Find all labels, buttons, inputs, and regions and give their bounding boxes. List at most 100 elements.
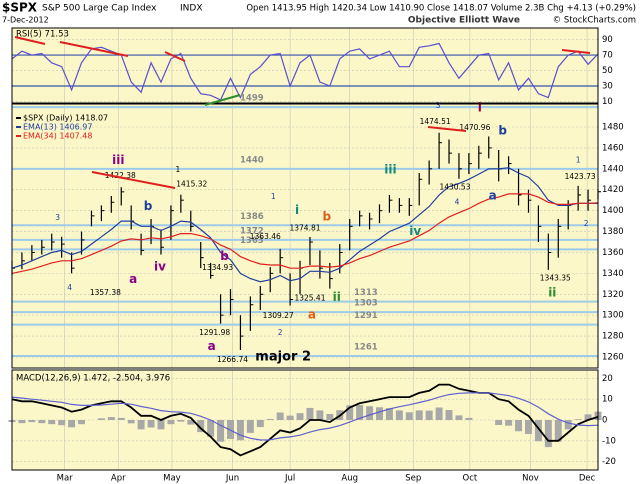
histogram-bar (326, 413, 334, 420)
wave-label: b (498, 124, 507, 138)
macd-line (11, 383, 599, 457)
wave-label: 1374.81 (289, 223, 320, 232)
y-tick-label: 1440 (602, 164, 624, 174)
y-tick-label: -20 (602, 457, 616, 467)
wave-label: 1343.35 (540, 274, 571, 283)
wave-label: 1 (271, 192, 276, 201)
histogram-bar (107, 417, 115, 420)
y-tick-label: 1320 (602, 290, 624, 300)
histogram-bar (356, 405, 364, 420)
y-tick-label: 20 (602, 374, 613, 384)
histogram-bar (435, 407, 443, 420)
y-tick-label: 1260 (602, 353, 624, 363)
histogram-bar (306, 407, 314, 420)
histogram-bar (157, 420, 165, 430)
y-tick-label: 10 (602, 395, 613, 405)
wave-label: 1 (175, 165, 180, 174)
credit: Objective Elliott Wave (408, 16, 520, 26)
wave-label: i (295, 203, 299, 217)
wave-label: 4 (67, 283, 72, 292)
histogram-bar (48, 420, 56, 425)
legend-entry: EMA(34) 1407.48 (23, 132, 92, 141)
wave-label: b (323, 209, 332, 223)
wave-label: 3 (55, 213, 60, 222)
legend-entry: EMA(13) 1406.97 (23, 123, 92, 132)
histogram-bar (564, 420, 572, 430)
x-tick-label: Mar (57, 474, 74, 484)
y-tick-label: 1360 (602, 248, 624, 258)
y-tick-label: 1280 (602, 332, 624, 342)
x-tick-label: Dec (579, 474, 596, 484)
y-tick-label: 50 (602, 66, 613, 76)
histogram-bar (58, 420, 66, 426)
histogram-bar (38, 420, 46, 424)
level-label: 1372 (240, 226, 264, 236)
y-tick-label: 1340 (602, 269, 624, 279)
price-divergence (427, 126, 467, 132)
quote: Open 1413.95 High 1420.34 Low 1410.90 Cl… (246, 4, 636, 14)
legend-entry: $SPX (Daily) 1418.07 (23, 114, 108, 123)
y-tick-label: 1300 (602, 311, 624, 321)
wave-label: iii (112, 153, 124, 167)
wave-label: 1291.98 (199, 328, 230, 337)
legend-swatch (16, 126, 21, 128)
histogram-bar (465, 417, 473, 420)
histogram-bar (346, 405, 354, 420)
wave-label: 1422.38 (105, 171, 136, 180)
histogram-bar (256, 420, 264, 428)
macd-line (11, 392, 599, 441)
histogram-bar (28, 420, 36, 423)
wave-label: a (489, 189, 497, 203)
wave-label: iv (154, 260, 166, 274)
wave-label: ii (548, 286, 556, 300)
wave-label: b (144, 199, 153, 213)
histogram-bar (246, 420, 254, 433)
source: © StockCharts.com (553, 16, 636, 26)
y-tick-label: 70 (602, 51, 613, 61)
panel-background (12, 28, 598, 103)
x-tick-label: Sep (405, 474, 421, 484)
legend-entry: RSI(5) 71.53 (16, 30, 69, 40)
wave-label: major 2 (255, 350, 311, 365)
wave-label: 1474.51 (420, 117, 451, 126)
histogram-bar (574, 419, 582, 420)
wave-label: 1470.96 (459, 123, 490, 132)
panel-label: MACD(12,26,9) 1.472, -2.504, 3.976 (16, 374, 170, 384)
rsi-divergence (59, 41, 129, 57)
histogram-bar (445, 410, 453, 420)
level-label: 1261 (354, 342, 378, 352)
wave-label: 1309.27 (263, 311, 294, 320)
level-label: 1313 (354, 288, 378, 298)
wave-label: 1363.46 (250, 232, 281, 241)
histogram-bar (167, 420, 175, 425)
x-tick-label: May (163, 474, 181, 484)
histogram-bar (276, 412, 284, 420)
level-label: 1440 (240, 155, 264, 165)
level-label: 1291 (354, 311, 378, 321)
histogram-bar (425, 410, 433, 420)
level-label: 1363 (240, 236, 264, 246)
histogram-bar (584, 414, 592, 420)
histogram-bar (207, 420, 215, 437)
x-tick-label: Apr (111, 474, 126, 484)
legend-swatch (16, 117, 21, 119)
wave-label: 1430.53 (439, 183, 470, 192)
exchange: INDX (180, 4, 202, 14)
histogram-bar (544, 420, 552, 448)
histogram-bar (68, 420, 76, 428)
date: 7-Dec-2012 (2, 16, 49, 25)
y-tick-label: 30 (602, 81, 613, 91)
y-tick-label: 0 (602, 416, 607, 426)
ema-line (11, 193, 599, 274)
level-label: 1303 (354, 299, 378, 309)
wave-label: 2 (278, 328, 283, 337)
histogram-bar (177, 420, 185, 422)
histogram-bar (405, 412, 413, 420)
histogram-bar (266, 418, 274, 420)
wave-label: iv (409, 224, 421, 238)
panel-border (11, 27, 599, 104)
wave-label: i (478, 101, 482, 115)
